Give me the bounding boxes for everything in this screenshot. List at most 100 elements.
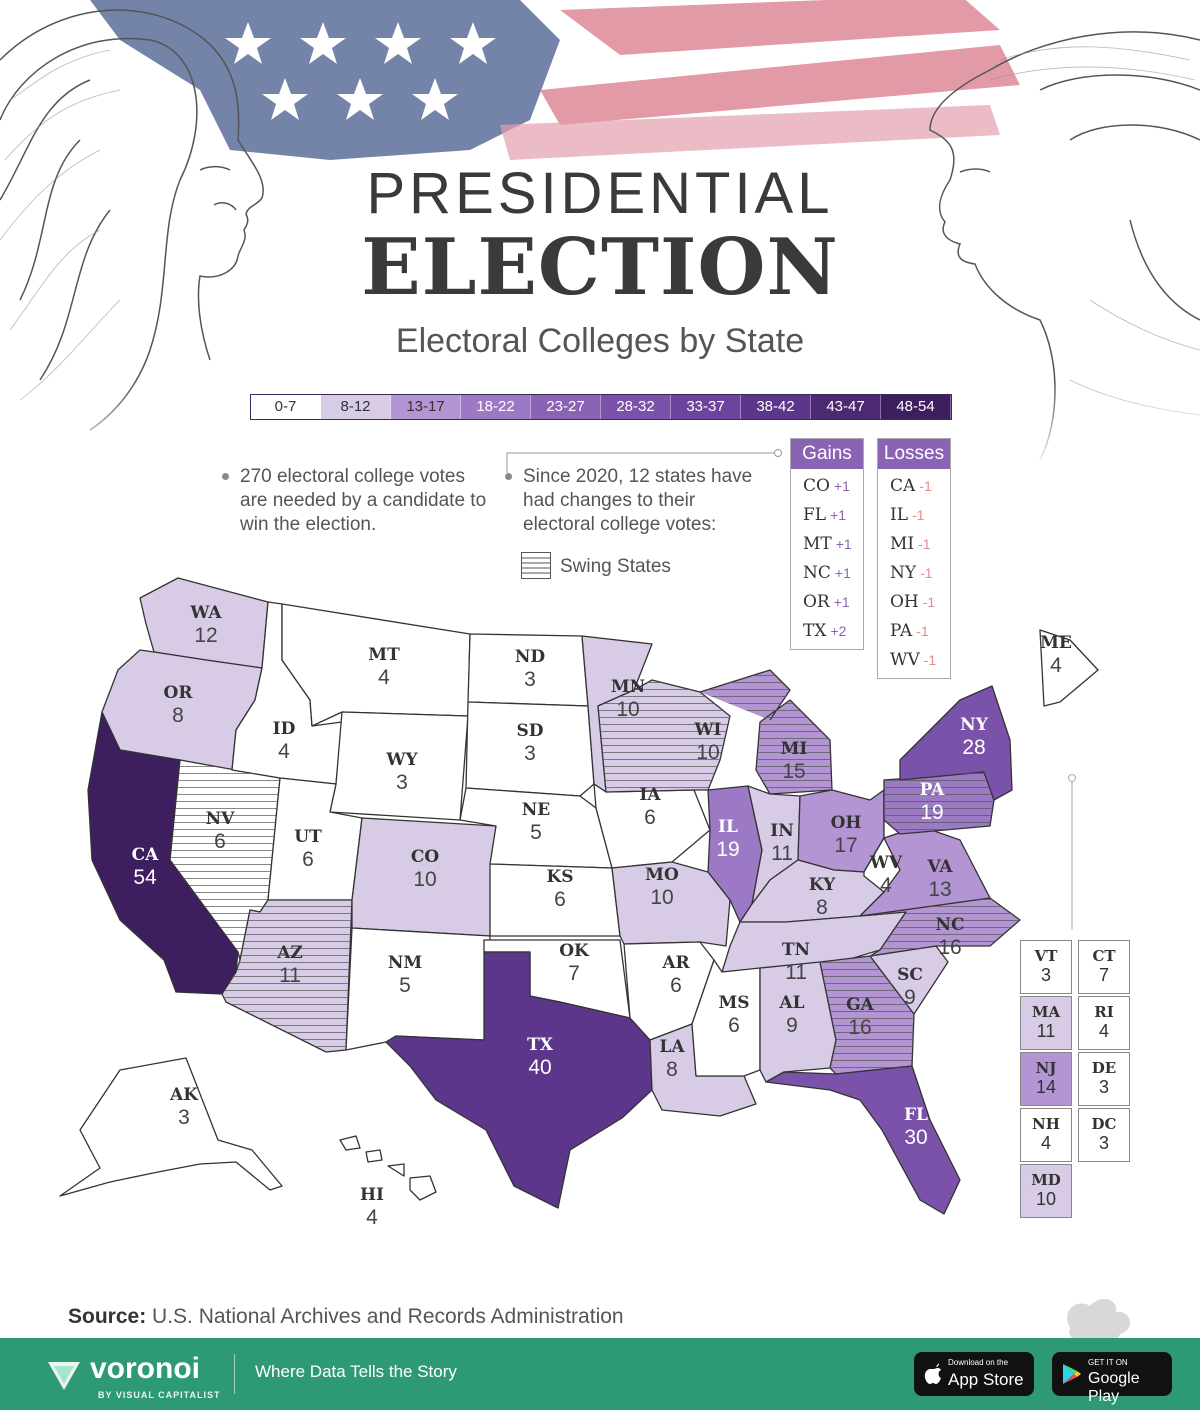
state-votes-label: 10 — [696, 741, 719, 764]
flag-stripe — [500, 105, 1000, 160]
state-abbr-label: OK — [559, 941, 590, 961]
state-abbr-label: WY — [385, 750, 418, 770]
state-abbr-label: RI — [1094, 1003, 1114, 1021]
state-votes-label: 5 — [530, 821, 542, 844]
state-votes-label: 54 — [133, 866, 157, 889]
state-votes-label: 5 — [399, 974, 411, 997]
state-votes-label: 30 — [904, 1126, 927, 1149]
google-play-label: Google Play — [1088, 1370, 1140, 1405]
state-abbr-label: MS — [718, 993, 749, 1013]
tagline: Where Data Tells the Story — [255, 1362, 457, 1381]
state-votes-label: 14 — [1035, 1077, 1057, 1097]
flag-stripe — [560, 0, 1000, 55]
flag-stripe — [540, 45, 1020, 125]
state-abbr: PA — [890, 621, 913, 641]
legend-bin: 18-22 — [461, 395, 531, 419]
state-votes-label: 6 — [554, 888, 566, 911]
losses-row: WV -1 — [878, 646, 950, 675]
state-votes-label: 4 — [880, 874, 892, 897]
state-abbr-label: SD — [516, 721, 543, 741]
state-votes-label: 3 — [524, 742, 536, 765]
state-votes-label: 40 — [528, 1056, 551, 1079]
state-abbr-label: TN — [782, 940, 810, 960]
state-abbr-label: CO — [411, 847, 440, 867]
swing-state-hatch — [170, 760, 280, 960]
state-abbr-label: NM — [388, 953, 423, 973]
state-abbr-label: MT — [368, 645, 400, 665]
google-play-icon — [1063, 1364, 1081, 1384]
state-abbr-label: MA — [1031, 1003, 1061, 1021]
state-votes-label: 9 — [904, 986, 916, 1009]
us-electoral-map: WA12OR8CA54NV6ID4MT4WY3UT6AZ11CO10NM5ND3… — [59, 577, 1099, 1229]
right-portrait-sketch — [929, 31, 1200, 461]
state-votes-label: 3 — [396, 771, 408, 794]
vote-change: -1 — [923, 652, 937, 668]
state-abbr-label: NH — [1032, 1115, 1060, 1133]
losses-row: NY -1 — [878, 559, 950, 588]
vote-change: -1 — [919, 478, 932, 494]
swing-state-hatch — [820, 956, 914, 1074]
state-abbr-label: NC — [935, 915, 964, 935]
left-portrait-sketch — [0, 9, 264, 431]
small-states-grid: VT 3 CT 7 MA 11 RI 4 NJ 14 DE 3 NH 4 DC 3 MD 10 — [1020, 940, 1130, 1220]
state-abbr: FL — [803, 505, 827, 525]
small-state-md: MD 10 — [1020, 1164, 1072, 1218]
flag-stars — [225, 22, 496, 120]
state-me — [1039, 629, 1099, 707]
losses-row: IL -1 — [878, 501, 950, 530]
connector-line — [506, 449, 782, 473]
state-abbr-label: LA — [659, 1037, 685, 1057]
state-abbr-label: CT — [1092, 947, 1116, 965]
state-votes-label: 28 — [962, 736, 985, 759]
state-abbr-label: WV — [869, 853, 903, 873]
state-abbr-label: AL — [778, 993, 804, 1013]
state-abbr: CO — [803, 476, 830, 496]
gains-header: Gains — [791, 439, 863, 469]
gains-row: TX +2 — [791, 617, 863, 646]
vote-change: -1 — [920, 565, 933, 581]
state-sd — [465, 701, 595, 797]
state-wy — [329, 711, 469, 821]
state-votes-label: 8 — [172, 704, 184, 727]
legend-bin: 28-32 — [601, 395, 671, 419]
state-votes-label: 6 — [670, 974, 682, 997]
small-state-nh: NH 4 — [1020, 1108, 1072, 1162]
state-abbr-label: KS — [546, 867, 573, 887]
small-state-vt: VT 3 — [1020, 940, 1072, 994]
state-abbr-label: MO — [645, 865, 679, 885]
brand-subtitle: BY VISUAL CAPITALIST — [98, 1390, 221, 1400]
state-abbr-label: TX — [527, 1035, 554, 1055]
state-abbr-label: MI — [781, 739, 808, 759]
state-votes-label: 11 — [279, 964, 301, 987]
state-abbr-label: NE — [522, 800, 551, 820]
swing-state-hatch — [700, 670, 832, 794]
votes-needed-note: 270 electoral college votes are needed b… — [240, 466, 487, 535]
legend-bin: 38-42 — [741, 395, 811, 419]
state-abbr-label: ND — [515, 647, 546, 667]
state-fl — [765, 1065, 961, 1215]
vote-change: +1 — [835, 536, 852, 552]
state-votes-label: 4 — [378, 666, 390, 689]
state-votes-label: 15 — [782, 760, 805, 783]
app-store-button[interactable]: Download on the App Store — [914, 1352, 1034, 1396]
legend-bin: 8-12 — [321, 395, 391, 419]
state-nm — [345, 927, 491, 1051]
google-play-button[interactable]: GET IT ON Google Play — [1052, 1352, 1172, 1405]
subtitle: Electoral Colleges by State — [395, 322, 805, 360]
state-votes-label: 4 — [1098, 1021, 1109, 1041]
source-text: U.S. National Archives and Records Admin… — [152, 1305, 624, 1328]
state-abbr-label: KY — [809, 875, 836, 895]
state-abbr: IL — [890, 505, 909, 525]
state-abbr-label: NJ — [1035, 1059, 1057, 1077]
state-abbr-label: NV — [206, 809, 236, 829]
state-votes-label: 12 — [194, 624, 217, 647]
state-votes-label: 7 — [568, 962, 580, 985]
losses-row: CA -1 — [878, 472, 950, 501]
state-abbr-label: AK — [169, 1085, 199, 1105]
state-votes-label: 3 — [1098, 1133, 1109, 1153]
small-state-ma: MA 11 — [1020, 996, 1072, 1050]
legend-bin: 23-27 — [531, 395, 601, 419]
small-state-dc: DC 3 — [1078, 1108, 1130, 1162]
callout-dot — [1068, 774, 1076, 782]
swing-states-label: Swing States — [560, 556, 671, 577]
